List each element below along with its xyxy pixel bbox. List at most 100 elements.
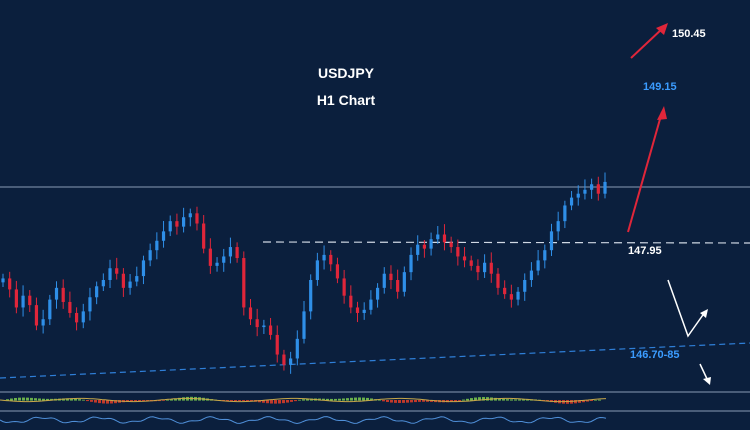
indicator-bar	[10, 398, 13, 401]
candle-bull	[429, 239, 433, 249]
indicator-bar	[414, 400, 417, 403]
indicator-bar	[378, 399, 381, 401]
candle-bear	[202, 223, 206, 249]
indicator-bar	[474, 397, 477, 401]
candle-bull	[95, 286, 99, 298]
candles-group	[1, 172, 607, 374]
indicator-bar	[518, 399, 521, 401]
candle-bear	[342, 278, 346, 296]
indicator-line	[0, 397, 607, 403]
indicator-bar	[6, 399, 9, 401]
red-arrow-upper-shaft	[630, 27, 664, 59]
indicator-bar	[110, 400, 113, 404]
indicator-bar	[590, 400, 593, 402]
candle-bull	[315, 260, 319, 280]
candle-bull	[322, 254, 326, 261]
candle-bull	[576, 193, 580, 198]
indicator-bar	[226, 400, 229, 402]
candle-bull	[516, 291, 520, 300]
indicator-bar	[570, 400, 573, 404]
indicator-bar	[290, 400, 293, 402]
indicator-bar	[294, 400, 297, 402]
candle-bear	[442, 234, 447, 243]
candle-bull	[483, 262, 487, 273]
candle-bear	[195, 213, 199, 224]
indicator-bar	[166, 399, 169, 401]
indicator-bar	[454, 400, 457, 402]
support-trendline	[0, 342, 750, 379]
resistance-dashed-line	[262, 241, 750, 244]
indicator-bar	[450, 400, 453, 403]
level-label-147-95: 147.95	[628, 245, 662, 257]
indicator-bar	[286, 400, 289, 403]
candle-bull	[155, 240, 159, 251]
indicator-bar	[266, 400, 269, 404]
indicator-bar	[574, 400, 577, 404]
candle-bull	[309, 280, 313, 312]
candle-bear	[396, 280, 400, 292]
candle-bull	[543, 250, 547, 261]
indicator-bar	[350, 397, 353, 401]
indicator-bar	[282, 400, 285, 404]
indicator-bar	[42, 398, 45, 401]
indicator-bar	[242, 400, 245, 401]
indicator-bar	[466, 398, 469, 401]
indicator-bar	[334, 398, 337, 401]
indicator-bar	[22, 397, 25, 401]
indicator-bar	[18, 397, 21, 401]
indicator-bar	[38, 398, 41, 401]
candle-bull	[54, 287, 59, 300]
candle-bear	[268, 325, 273, 335]
indicator-bar	[410, 400, 413, 403]
candle-bear	[14, 289, 18, 308]
candle-bull	[556, 221, 560, 232]
white-path-up	[667, 279, 706, 338]
candle-bull	[529, 270, 534, 280]
indicator-bar	[74, 398, 77, 401]
indicator-bar	[370, 398, 373, 401]
candle-bull	[549, 231, 554, 251]
indicator-bar	[134, 400, 137, 402]
indicator-bar	[126, 400, 129, 402]
candle-bull	[188, 213, 192, 218]
indicator-bar	[478, 397, 481, 401]
indicator-bar	[66, 398, 69, 401]
candle-bear	[235, 247, 239, 259]
indicator-bar	[46, 398, 49, 401]
candle-bear	[28, 295, 32, 306]
indicator-bar	[506, 399, 509, 401]
indicator-bar	[354, 397, 357, 401]
indicator-bar	[390, 400, 393, 403]
indicator-bar	[338, 398, 341, 401]
indicator-bar	[502, 398, 505, 401]
indicator-bar	[326, 398, 329, 401]
indicator-bar	[382, 400, 385, 402]
candle-bull	[108, 268, 112, 280]
candle-bull	[402, 272, 406, 292]
indicator-bar	[234, 400, 237, 402]
candle-bear	[335, 264, 340, 279]
candle-bear	[456, 247, 460, 257]
indicator-bar	[594, 399, 597, 401]
indicator-bar	[130, 400, 133, 402]
indicator-panel	[0, 396, 607, 404]
indicator-bar	[162, 400, 165, 401]
candle-bull	[88, 297, 92, 312]
candle-bull	[228, 247, 233, 257]
chart-subtitle: H1 Chart	[317, 92, 376, 108]
candle-bull	[41, 319, 45, 326]
candle-bear	[503, 287, 507, 295]
indicator-bar	[246, 400, 249, 402]
indicator-bar	[342, 398, 345, 401]
candle-bear	[34, 305, 39, 326]
indicator-bar	[514, 399, 517, 401]
indicator-bar	[238, 400, 241, 401]
candle-bear	[469, 260, 473, 266]
indicator-bar	[470, 398, 473, 401]
candle-bear	[349, 295, 353, 308]
indicator-bar	[82, 399, 85, 401]
indicator-bar	[298, 399, 301, 401]
candle-bull	[289, 358, 293, 365]
indicator-bar	[462, 399, 465, 401]
candle-bear	[596, 184, 600, 194]
